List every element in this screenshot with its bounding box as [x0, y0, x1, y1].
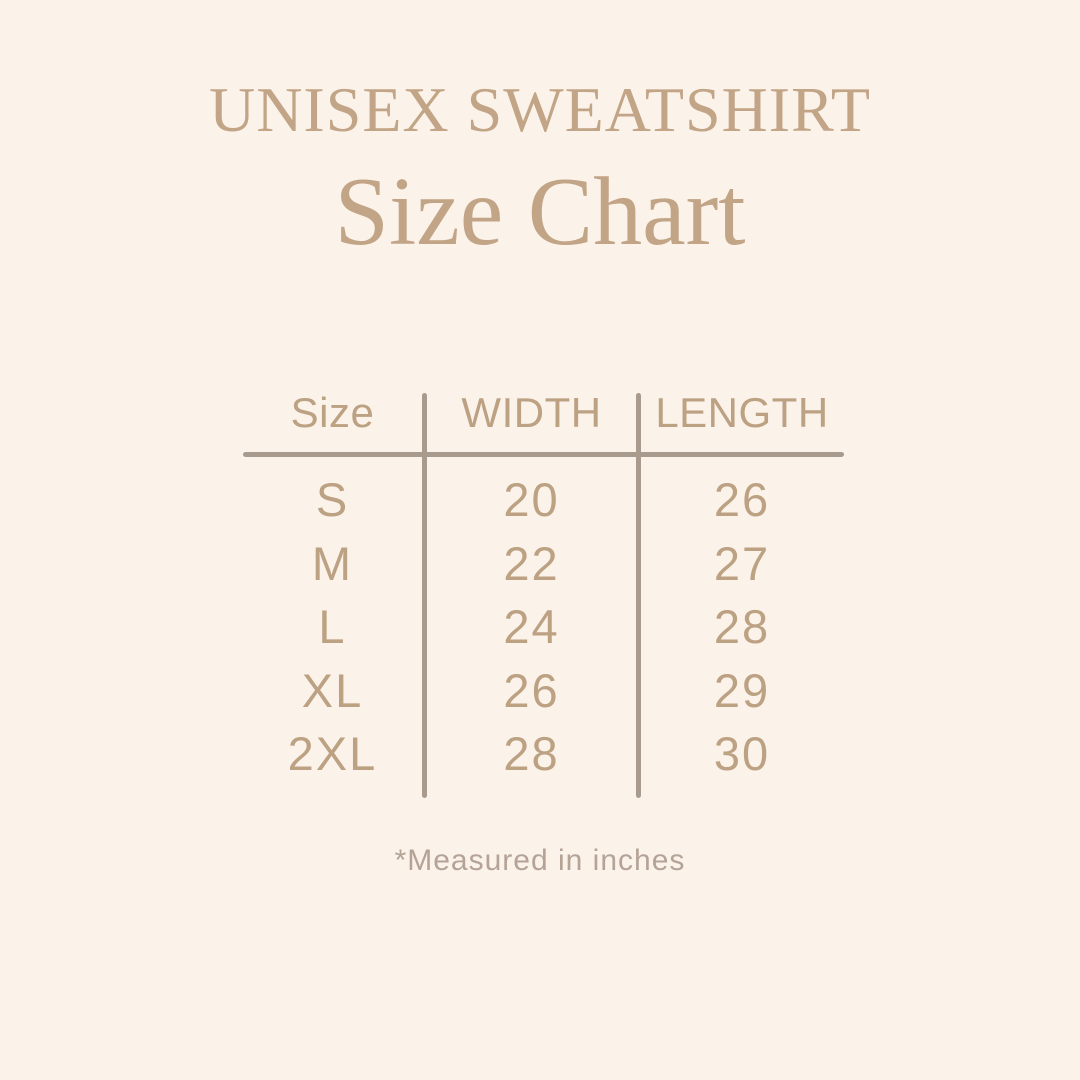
- width-value: 28: [503, 726, 560, 780]
- length-value: 28: [713, 599, 771, 653]
- width-value: 26: [503, 663, 560, 717]
- length-value: 27: [713, 536, 771, 590]
- size-label: XL: [301, 663, 364, 717]
- size-label: L: [318, 599, 347, 653]
- size-label: M: [311, 536, 354, 590]
- column-header-size: Size: [290, 389, 375, 436]
- column-header-length: LENGTH: [655, 389, 829, 436]
- size-label: S: [315, 472, 350, 526]
- length-value: 30: [713, 726, 771, 780]
- size-label: 2XL: [287, 726, 378, 780]
- width-value: 24: [503, 599, 560, 653]
- length-value: 26: [713, 472, 771, 526]
- product-title: UNISEX SWEATSHIRT: [208, 74, 872, 145]
- header-divider-line: [243, 452, 844, 457]
- column-divider-line-1: [422, 393, 427, 798]
- width-value: 22: [503, 536, 560, 590]
- column-header-width: WIDTH: [461, 389, 602, 436]
- page-title: Size Chart: [334, 158, 746, 266]
- measurement-note: *Measured in inches: [394, 844, 686, 877]
- column-divider-line-2: [636, 393, 641, 798]
- length-value: 29: [713, 663, 771, 717]
- width-value: 20: [503, 472, 560, 526]
